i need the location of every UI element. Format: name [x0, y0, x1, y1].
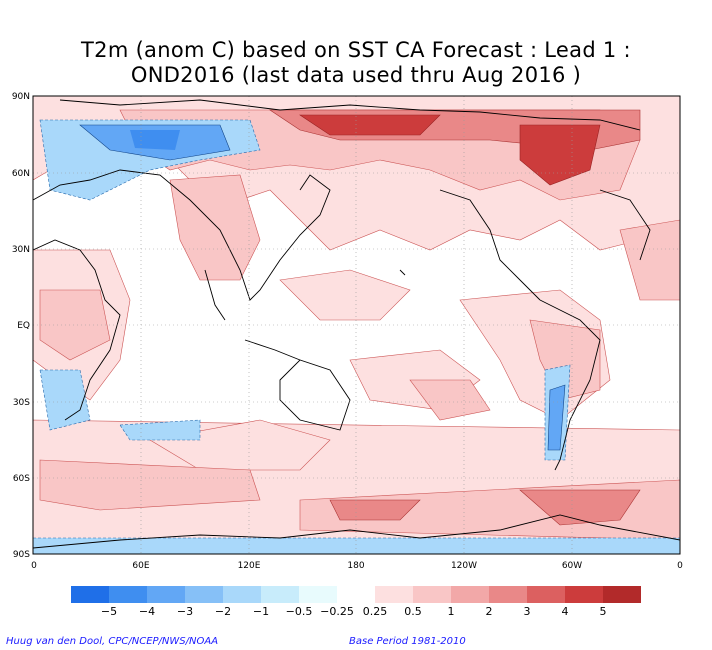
- colorbar-label: 0.5: [404, 605, 422, 618]
- colorbar-label: −2: [215, 605, 231, 618]
- colorbar-swatch: [603, 586, 641, 603]
- x-label-120w: 120W: [451, 561, 477, 571]
- colorbar-label: 5: [600, 605, 607, 618]
- y-label-60s: 60S: [13, 474, 30, 484]
- colorbar-swatch: [413, 586, 451, 603]
- x-label-120e: 120E: [238, 561, 261, 571]
- colorbar-label: −5: [101, 605, 117, 618]
- colorbar-label: −3: [177, 605, 193, 618]
- colorbar-label: 3: [524, 605, 531, 618]
- colorbar-swatch: [71, 586, 109, 603]
- colorbar-label: 2: [486, 605, 493, 618]
- colorbar-swatch: [337, 586, 375, 603]
- colorbar-label: −1: [253, 605, 269, 618]
- colorbar-swatch: [223, 586, 261, 603]
- y-label-90n: 90N: [12, 92, 30, 102]
- y-label-30s: 30S: [13, 398, 30, 408]
- colorbar: −5 −4 −3 −2 −1 −0.5 −0.25 0.25 0.5 1 2 3 4 5: [71, 586, 641, 618]
- colorbar-swatch: [147, 586, 185, 603]
- colorbar-swatch: [109, 586, 147, 603]
- credit-author: Huug van den Dool, CPC/NCEP/NWS/NOAA: [6, 636, 219, 647]
- y-label-30n: 30N: [12, 245, 30, 255]
- map-title-line1: T2m (anom C) based on SST CA Forecast : …: [81, 38, 631, 62]
- grid-lines: [33, 96, 680, 554]
- map-field: [33, 96, 680, 554]
- colorbar-swatch: [185, 586, 223, 603]
- colorbar-swatch: [375, 586, 413, 603]
- y-label-eq: EQ: [17, 321, 30, 331]
- x-label-0: 0: [31, 561, 37, 571]
- colorbar-swatch: [451, 586, 489, 603]
- colorbar-swatch: [489, 586, 527, 603]
- colorbar-label: 1: [448, 605, 455, 618]
- colorbar-label: −0.25: [320, 605, 354, 618]
- colorbar-swatch: [261, 586, 299, 603]
- x-label-60w: 60W: [562, 561, 582, 571]
- colorbar-swatch: [565, 586, 603, 603]
- colorbar-label: −4: [139, 605, 155, 618]
- colorbar-label: −0.5: [286, 605, 313, 618]
- colorbar-swatch: [527, 586, 565, 603]
- map-frame: [32, 95, 681, 555]
- map-title-line2: OND2016 (last data used thru Aug 2016 ): [130, 63, 582, 87]
- y-label-90s: 90S: [13, 550, 30, 560]
- colorbar-label: 0.25: [363, 605, 388, 618]
- x-label-0-end: 0: [677, 561, 683, 571]
- colorbar-label: 4: [562, 605, 569, 618]
- x-label-180: 180: [347, 561, 364, 571]
- colorbar-swatch: [299, 586, 337, 603]
- credit-base-period: Base Period 1981-2010: [349, 636, 466, 647]
- y-label-60n: 60N: [12, 169, 30, 179]
- x-label-60e: 60E: [132, 561, 149, 571]
